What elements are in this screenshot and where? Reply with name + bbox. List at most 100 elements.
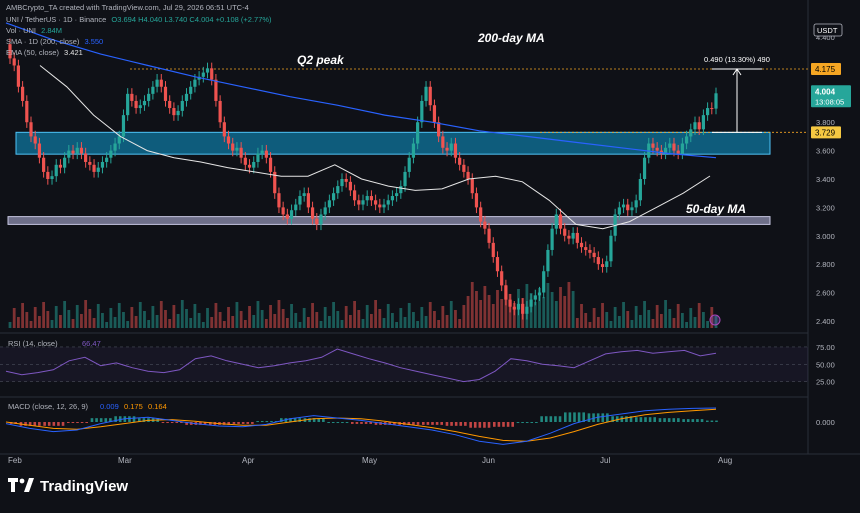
candle — [176, 110, 180, 116]
macd-histogram-bar — [521, 422, 524, 423]
candle — [382, 204, 386, 208]
macd-histogram-bar — [104, 418, 108, 422]
macd-histogram-bar — [644, 417, 647, 422]
zone-top-price-tag — [811, 126, 841, 139]
x-tick-label: May — [362, 456, 377, 465]
candle — [273, 171, 277, 194]
volume-bar — [130, 307, 134, 328]
volume-bar — [449, 301, 453, 328]
volume-bar — [580, 304, 583, 328]
volume-bar — [143, 311, 146, 328]
x-tick-label: Feb — [8, 456, 22, 465]
ema-label: EMA (50, close) — [6, 48, 59, 57]
macd-value: 0.009 — [100, 402, 119, 411]
volume-bar — [659, 314, 663, 328]
volume-bar — [248, 306, 251, 328]
candle — [407, 157, 411, 172]
candle — [218, 100, 222, 123]
macd-histogram-bar — [47, 422, 51, 426]
candle — [651, 143, 655, 148]
candle — [277, 193, 281, 208]
volume-bar — [302, 308, 306, 328]
macd-histogram-bar — [61, 422, 65, 426]
candle — [693, 122, 697, 130]
macd-histogram-bar — [426, 422, 430, 425]
macd-histogram-bar — [90, 418, 94, 422]
volume-bar — [361, 319, 365, 328]
sma-legend[interactable]: SMA · 1D (200, close) 3.550 — [6, 37, 106, 46]
candle — [151, 86, 155, 94]
volume-bar — [206, 308, 209, 328]
volume-bar — [441, 306, 445, 328]
candle — [155, 79, 159, 87]
candle — [504, 285, 508, 300]
candle — [449, 143, 453, 151]
macd-histogram-bar — [696, 419, 699, 422]
candle — [554, 214, 558, 229]
volume-bar — [164, 310, 167, 328]
volume-bar — [105, 322, 109, 328]
candle — [281, 207, 285, 215]
macd-histogram-bar — [483, 422, 486, 428]
candle — [588, 249, 592, 253]
macd-histogram-bar — [80, 422, 84, 423]
measure-label: 0.490 (13.30%) 490 — [704, 55, 770, 64]
tradingview-brand[interactable]: TradingView — [8, 478, 128, 495]
candle — [184, 93, 189, 101]
volume-bar — [38, 316, 41, 328]
volume-bar — [252, 315, 256, 328]
candle — [46, 171, 50, 179]
volume-bar — [239, 311, 243, 328]
macd-histogram-bar — [232, 422, 236, 424]
macd-histogram-bar — [549, 416, 553, 422]
volume-value: 2.84M — [41, 26, 62, 35]
macd-histogram-bar — [544, 416, 548, 422]
ema-legend[interactable]: EMA (50, close) 3.421 — [6, 48, 86, 57]
volume-bar — [680, 313, 684, 328]
macd-label: MACD (close, 12, 26, 9) — [8, 402, 89, 411]
volume-bar — [17, 317, 20, 328]
price-tick-label: 3.400 — [816, 175, 835, 184]
candle — [462, 164, 466, 172]
currency-label: USDT — [817, 26, 838, 35]
candle — [117, 136, 121, 144]
macd-signal-value: 0.175 — [124, 402, 143, 411]
macd-histogram-bar — [587, 413, 591, 422]
macd-histogram-bar — [280, 418, 283, 422]
volume-bar — [424, 316, 428, 328]
candle — [58, 164, 63, 168]
macd-histogram-bar — [667, 418, 671, 422]
candle — [210, 68, 214, 80]
candle — [516, 303, 521, 310]
macd-histogram-bar — [629, 416, 633, 422]
macd-histogram-bar — [435, 422, 439, 425]
volume-bar — [168, 319, 172, 328]
candle — [323, 207, 327, 215]
candle — [340, 179, 344, 187]
volume-bar — [706, 321, 709, 328]
volume-bar — [214, 303, 218, 328]
candle — [634, 200, 638, 208]
symbol-name[interactable]: UNI / TetherUS · 1D · Binance — [6, 15, 107, 24]
volume-bar — [689, 308, 693, 328]
volume-bar — [496, 290, 499, 328]
volume-bar — [437, 320, 441, 328]
volume-legend[interactable]: Vol · UNI 2.84M — [6, 26, 65, 35]
volume-bar — [218, 312, 222, 328]
candle — [600, 264, 605, 267]
candle — [100, 161, 105, 168]
macd-histogram-bar — [682, 419, 685, 422]
candle — [592, 252, 596, 258]
candle — [319, 214, 323, 225]
macd-histogram-bar — [416, 422, 420, 425]
macd-histogram-bar — [658, 418, 662, 422]
price-tick-label: 3.600 — [816, 147, 835, 156]
volume-bar — [374, 300, 378, 328]
last-price-tag — [811, 85, 851, 108]
volume-bar — [281, 309, 285, 328]
macd-histogram-bar — [175, 422, 179, 423]
candle — [630, 207, 634, 211]
volume-bar — [96, 304, 100, 328]
